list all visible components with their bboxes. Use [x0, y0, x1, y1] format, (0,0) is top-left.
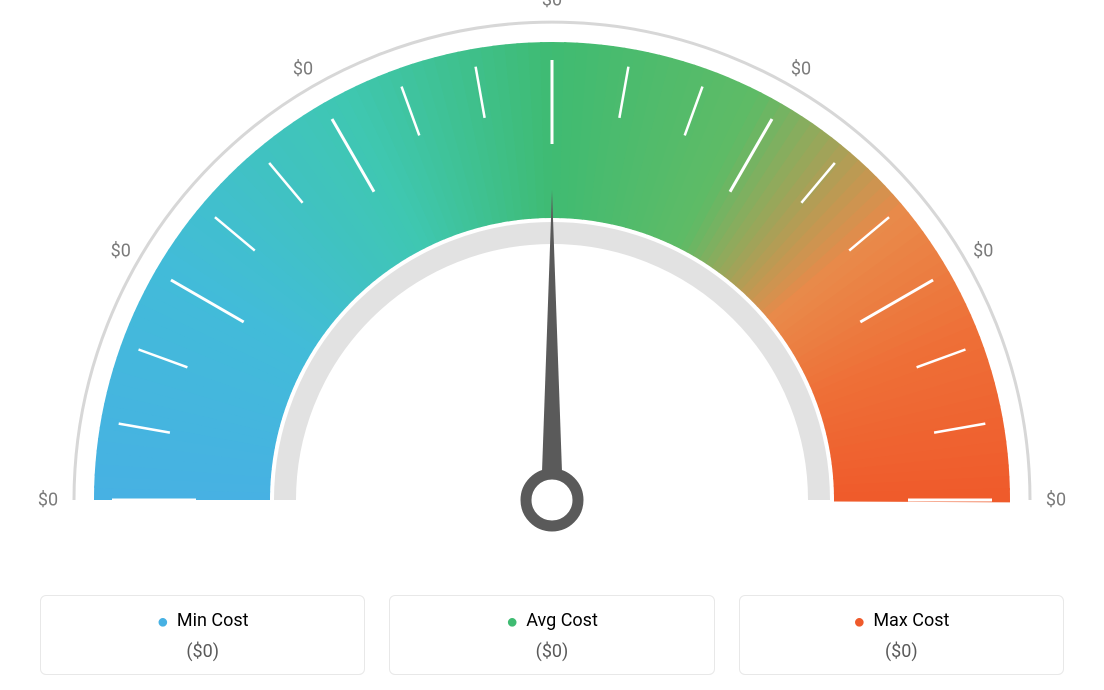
- gauge-tick-label: $0: [542, 0, 562, 11]
- legend-title-max: Max Cost: [873, 610, 949, 631]
- legend-card-avg: ● Avg Cost ($0): [389, 595, 714, 675]
- legend-value-max: ($0): [750, 641, 1053, 662]
- legend-value-avg: ($0): [400, 641, 703, 662]
- gauge-tick-label: $0: [293, 58, 313, 79]
- gauge-svg: [0, 0, 1104, 560]
- legend-dot-max: ●: [853, 611, 865, 631]
- gauge-chart-container: $0 $0 $0 $0 $0 $0 $0 ● Min Cost ($0) ● Avg Cos…: [0, 0, 1104, 690]
- gauge-tick-label: $0: [38, 490, 58, 511]
- legend-row: ● Min Cost ($0) ● Avg Cost ($0) ● Max Co…: [40, 595, 1064, 675]
- legend-card-min: ● Min Cost ($0): [40, 595, 365, 675]
- gauge-tick-label: $0: [973, 241, 993, 262]
- legend-title-avg: Avg Cost: [526, 610, 598, 631]
- gauge-tick-label: $0: [791, 58, 811, 79]
- gauge-tick-label: $0: [1046, 490, 1066, 511]
- gauge-chart: $0 $0 $0 $0 $0 $0 $0: [0, 0, 1104, 560]
- legend-dot-avg: ●: [506, 611, 518, 631]
- legend-title-min: Min Cost: [177, 610, 249, 631]
- legend-value-min: ($0): [51, 641, 354, 662]
- legend-card-max: ● Max Cost ($0): [739, 595, 1064, 675]
- legend-dot-min: ●: [157, 611, 169, 631]
- gauge-tick-label: $0: [111, 241, 131, 262]
